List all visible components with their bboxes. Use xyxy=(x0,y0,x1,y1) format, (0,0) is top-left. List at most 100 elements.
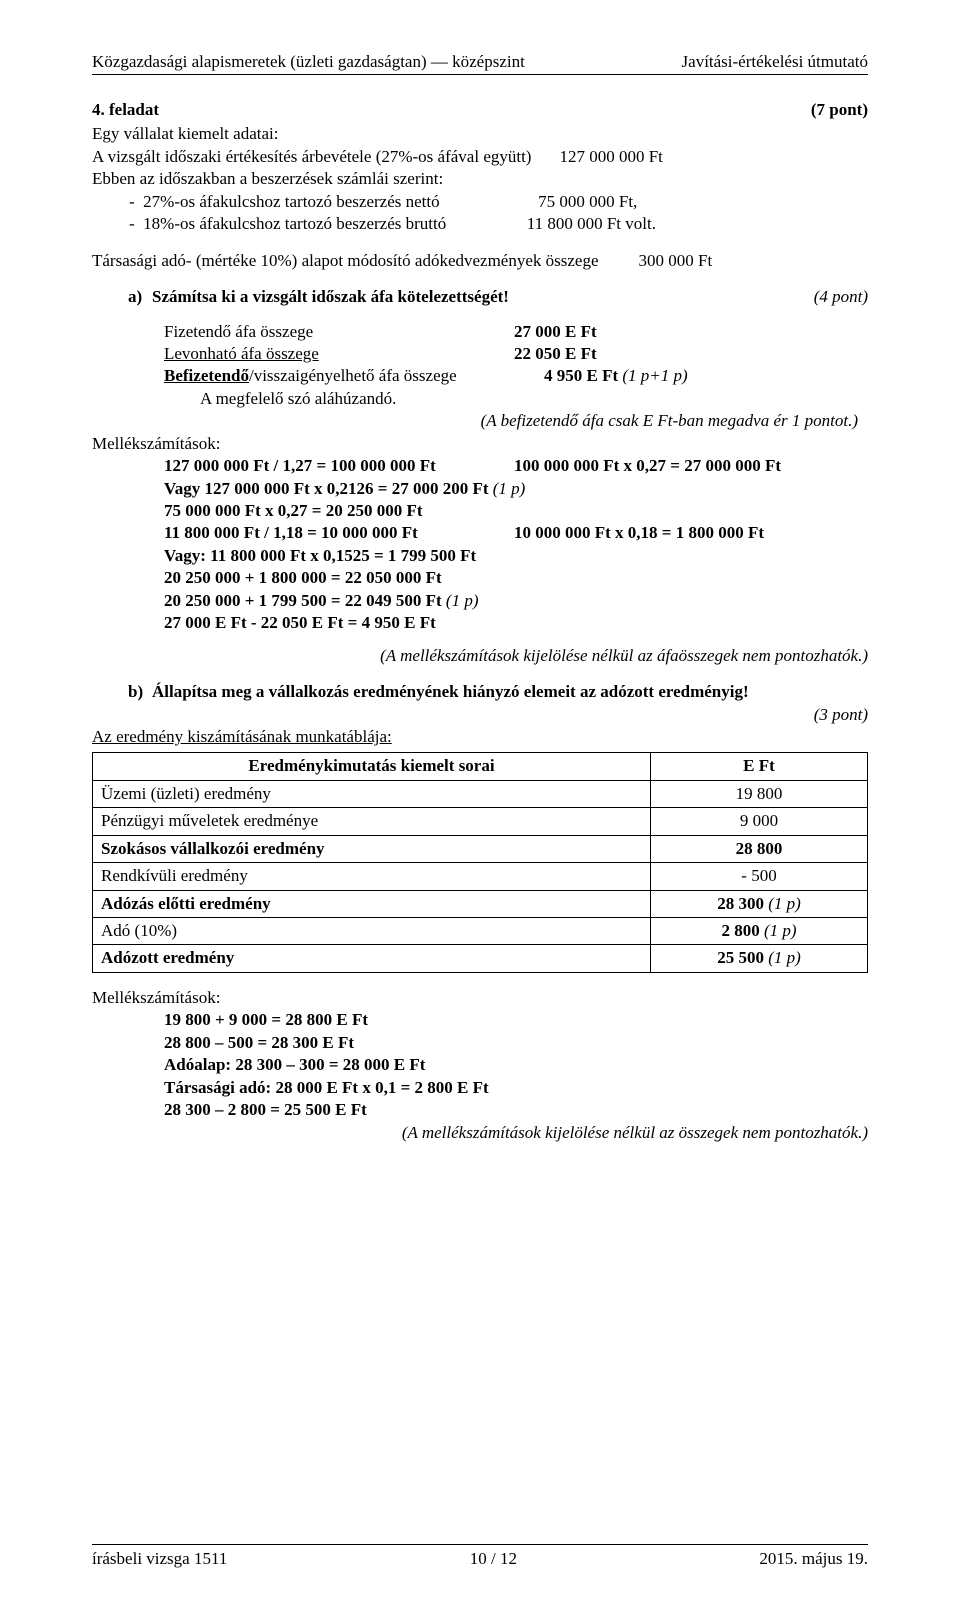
table-row: Rendkívüli eredmény - 500 xyxy=(93,863,868,890)
qa-calc7-pts: (1 p) xyxy=(446,591,479,610)
bullet2-value: 11 800 000 Ft volt. xyxy=(527,214,656,233)
bullet1-value: 75 000 000 Ft, xyxy=(538,192,637,211)
row-value-pts: (1 p) xyxy=(764,921,797,940)
footer-left: írásbeli vizsga 1511 xyxy=(92,1549,227,1569)
table-row: Pénzügyi műveletek eredménye 9 000 xyxy=(93,808,868,835)
header-right: Javítási-értékelési útmutató xyxy=(682,52,868,72)
qa-calc4: 11 800 000 Ft / 1,18 = 10 000 000 Ft 10 … xyxy=(164,522,868,544)
revenue-label: A vizsgált időszaki értékesítés árbevéte… xyxy=(92,146,531,168)
corp-tax-value: 300 000 Ft xyxy=(639,250,713,272)
qa-note3: (A mellékszámítások kijelölése nélkül az… xyxy=(92,645,868,667)
qa-row3-value-wrap: 4 950 E Ft (1 p+1 p) xyxy=(514,365,688,387)
table-head-right: E Ft xyxy=(651,753,868,780)
qa-label: a) xyxy=(128,286,152,308)
qb-calc1: 19 800 + 9 000 = 28 800 E Ft xyxy=(164,1009,868,1031)
mellek-label-b: Mellékszámítások: xyxy=(92,987,868,1009)
qa-note1: A megfelelő szó aláhúzandó. xyxy=(164,388,868,410)
revenue-line: A vizsgált időszaki értékesítés árbevéte… xyxy=(92,146,868,168)
qa-row3-value: 4 950 E Ft xyxy=(544,366,618,385)
qa-row3-value-points: (1 p+1 p) xyxy=(618,366,688,385)
corp-tax-label: Társasági adó- (mértéke 10%) alapot módo… xyxy=(92,250,599,272)
table-head-left: Eredménykimutatás kiemelt sorai xyxy=(93,753,651,780)
purchases-intro: Ebben az időszakban a beszerzések számlá… xyxy=(92,168,868,190)
row-value: 19 800 xyxy=(651,780,868,807)
page-footer: írásbeli vizsga 1511 10 / 12 2015. május… xyxy=(92,1544,868,1569)
page: Közgazdasági alapismeretek (üzleti gazda… xyxy=(0,0,960,1617)
qa-text: Számítsa ki a vizsgált időszak áfa kötel… xyxy=(152,286,814,308)
qa-calc1: 127 000 000 Ft / 1,27 = 100 000 000 Ft 1… xyxy=(164,455,868,477)
task-number: 4. feladat xyxy=(92,99,159,121)
bullet2-label: 18%-os áfakulcshoz tartozó beszerzés bru… xyxy=(143,214,446,233)
qa-row1-label: Fizetendő áfa összege xyxy=(164,321,514,343)
row-value: 9 000 xyxy=(651,808,868,835)
bullet-2: - 18%-os áfakulcshoz tartozó beszerzés b… xyxy=(92,213,868,235)
header-left: Közgazdasági alapismeretek (üzleti gazda… xyxy=(92,52,525,72)
row-value-pts: (1 p) xyxy=(768,894,801,913)
qa-calc7-text: 20 250 000 + 1 799 500 = 22 049 500 Ft xyxy=(164,591,446,610)
table-row: Adó (10%) 2 800 (1 p) xyxy=(93,918,868,945)
dash-icon: - xyxy=(129,214,143,233)
footer-center: 10 / 12 xyxy=(470,1549,517,1569)
row-value: 2 800 (1 p) xyxy=(651,918,868,945)
qa-row1-value: 27 000 E Ft xyxy=(514,321,597,343)
qa-results: Fizetendő áfa összege 27 000 E Ft Levonh… xyxy=(92,321,868,411)
row-value: 25 500 (1 p) xyxy=(651,945,868,972)
mellek-label-a: Mellékszámítások: xyxy=(92,433,868,455)
question-b-heading: b) Állapítsa meg a vállalkozás eredményé… xyxy=(92,681,868,703)
qa-calc2-pts: (1 p) xyxy=(493,479,526,498)
row-label: Rendkívüli eredmény xyxy=(93,863,651,890)
row-value: - 500 xyxy=(651,863,868,890)
qb-calc3: Adóalap: 28 300 – 300 = 28 000 E Ft xyxy=(164,1054,868,1076)
row-label: Adó (10%) xyxy=(93,918,651,945)
table-row: Szokásos vállalkozói eredmény 28 800 xyxy=(93,835,868,862)
footer-right: 2015. május 19. xyxy=(759,1549,868,1569)
row-value-text: 9 000 xyxy=(740,811,778,830)
qa-calcs: 127 000 000 Ft / 1,27 = 100 000 000 Ft 1… xyxy=(92,455,868,635)
qa-note2: (A befizetendő áfa csak E Ft-ban megadva… xyxy=(92,410,868,432)
qa-calc2: Vagy 127 000 000 Ft x 0,2126 = 27 000 20… xyxy=(164,478,868,500)
qb-calc5: 28 300 – 2 800 = 25 500 E Ft xyxy=(164,1099,868,1121)
task-heading: 4. feladat (7 pont) xyxy=(92,99,868,121)
qb-label: b) xyxy=(128,681,152,703)
row-value-text: 28 800 xyxy=(736,839,783,858)
footer-rule xyxy=(92,1544,868,1545)
footer-row: írásbeli vizsga 1511 10 / 12 2015. május… xyxy=(92,1549,868,1569)
row-value-text: 28 300 xyxy=(717,894,768,913)
qa-calc1b: 100 000 000 Ft x 0,27 = 27 000 000 Ft xyxy=(514,455,781,477)
qa-row3-label: Befizetendő/visszaigényelhető áfa összeg… xyxy=(164,365,514,387)
qa-calc8: 27 000 E Ft - 22 050 E Ft = 4 950 E Ft xyxy=(164,612,868,634)
row-label: Adózott eredmény xyxy=(93,945,651,972)
row-value-text: - 500 xyxy=(741,866,776,885)
qa-row3-label-bold: Befizetendő xyxy=(164,366,249,385)
row-label: Adózás előtti eredmény xyxy=(93,890,651,917)
row-value: 28 300 (1 p) xyxy=(651,890,868,917)
page-header: Közgazdasági alapismeretek (üzleti gazda… xyxy=(92,52,868,72)
qb-calc2: 28 800 – 500 = 28 300 E Ft xyxy=(164,1032,868,1054)
qa-calc5: Vagy: 11 800 000 Ft x 0,1525 = 1 799 500… xyxy=(164,545,868,567)
qb-intro: Az eredmény kiszámításának munkatáblája: xyxy=(92,726,868,748)
dash-icon: - xyxy=(129,192,143,211)
qa-calc2-text: Vagy 127 000 000 Ft x 0,2126 = 27 000 20… xyxy=(164,479,493,498)
row-value: 28 800 xyxy=(651,835,868,862)
row-value-text: 25 500 xyxy=(717,948,768,967)
content: 4. feladat (7 pont) Egy vállalat kiemelt… xyxy=(92,99,868,1144)
qa-row3-label-rest: /visszaigényelhető áfa összege xyxy=(249,366,457,385)
header-rule xyxy=(92,74,868,75)
bullet-1: - 27%-os áfakulcshoz tartozó beszerzés n… xyxy=(92,191,868,213)
table-row: Adózott eredmény 25 500 (1 p) xyxy=(93,945,868,972)
qa-calc4b: 10 000 000 Ft x 0,18 = 1 800 000 Ft xyxy=(514,522,764,544)
qb-points: (3 pont) xyxy=(92,704,868,726)
qa-calc7: 20 250 000 + 1 799 500 = 22 049 500 Ft (… xyxy=(164,590,868,612)
qa-row1: Fizetendő áfa összege 27 000 E Ft xyxy=(164,321,868,343)
qa-calc3: 75 000 000 Ft x 0,27 = 20 250 000 Ft xyxy=(164,500,868,522)
qa-calc1a: 127 000 000 Ft / 1,27 = 100 000 000 Ft xyxy=(164,455,514,477)
qa-points: (4 pont) xyxy=(814,286,868,308)
qa-row2-value: 22 050 E Ft xyxy=(514,343,597,365)
qb-calc4: Társasági adó: 28 000 E Ft x 0,1 = 2 800… xyxy=(164,1077,868,1099)
row-value-text: 19 800 xyxy=(736,784,783,803)
row-value-pts: (1 p) xyxy=(768,948,801,967)
qb-text: Állapítsa meg a vállalkozás eredményének… xyxy=(152,681,868,703)
corp-tax-line: Társasági adó- (mértéke 10%) alapot módo… xyxy=(92,250,868,272)
bullet1-label: 27%-os áfakulcshoz tartozó beszerzés net… xyxy=(143,192,439,211)
qa-row2-label: Levonható áfa összege xyxy=(164,343,514,365)
